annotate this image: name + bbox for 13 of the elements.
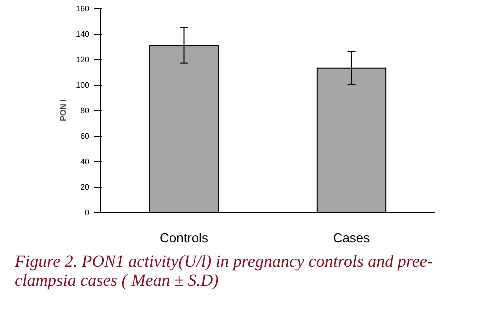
y-axis-title: PON I — [59, 100, 68, 122]
x-tick-label: Controls — [160, 230, 209, 246]
y-tick-label: 160 — [76, 4, 90, 14]
x-tick-label: Cases — [333, 230, 371, 246]
y-tick-label: 120 — [76, 56, 90, 64]
y-tick-label: 140 — [76, 30, 90, 39]
y-tick-label: 40 — [80, 158, 90, 166]
y-tick-label: 0 — [85, 208, 90, 218]
y-tick-label: 60 — [80, 132, 90, 141]
y-tick-label: 80 — [80, 106, 90, 116]
y-tick-label: 100 — [76, 81, 90, 90]
caption: Figure 2. PON1 activity(U/l) in pregnancy controls and pree- clampsia cases ( Mean ± S.D) — [15, 252, 434, 290]
y-tick-label: 20 — [80, 183, 90, 192]
